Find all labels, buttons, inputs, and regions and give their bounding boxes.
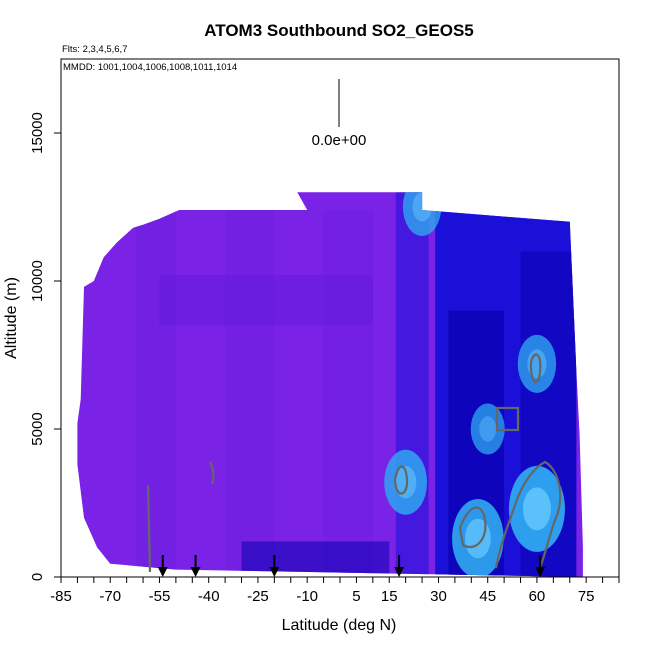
contour-line: [146, 484, 152, 573]
contour-line: [495, 406, 520, 432]
x-tick-label: 15: [381, 588, 398, 605]
y-tick-label: 10000: [29, 260, 46, 302]
enhanced-region: [517, 334, 557, 393]
curtain-band: [159, 275, 373, 326]
flight-arrowhead: [394, 567, 405, 577]
enhanced-region-core: [522, 487, 551, 531]
enhanced-region: [384, 449, 428, 515]
flight-arrowhead: [269, 567, 280, 577]
contour-line: [494, 460, 562, 569]
curtain-detail: [136, 192, 577, 577]
contour-line: [458, 506, 487, 548]
flight-arrows: [157, 555, 546, 577]
x-tick-label: -55: [149, 588, 171, 605]
flight-arrowhead: [157, 567, 168, 577]
enhanced-region-core: [464, 518, 491, 559]
y-axis: 0 5000 10000 15000: [29, 112, 61, 581]
y-tick-label: 15000: [29, 112, 46, 154]
x-tick-label: 45: [479, 588, 496, 605]
y-tick-label: 0: [29, 573, 46, 581]
x-tick-label: -25: [247, 588, 269, 605]
enhanced-region-core: [412, 192, 432, 222]
x-tick-label: 60: [529, 588, 546, 605]
heatmap-layer: [77, 192, 583, 577]
x-tick-label: 30: [430, 588, 447, 605]
scale-label: 0.0e+00: [312, 132, 367, 149]
flight-arrowhead: [535, 567, 546, 577]
x-tick-label: 75: [578, 588, 595, 605]
flights-note: Flts: 2,3,4,5,6,7: [62, 44, 127, 55]
curtain-band: [225, 209, 275, 577]
contour-line: [209, 461, 215, 485]
flight-arrowhead: [190, 567, 201, 577]
y-tick-label: 5000: [29, 412, 46, 445]
contour-line: [393, 465, 409, 495]
x-tick-label: -10: [296, 588, 318, 605]
x-axis: -85 -70 -55 -40 -25 -10 5 15 30 45 60 75: [50, 577, 620, 605]
enhanced-region-core: [479, 416, 497, 442]
y-axis-label: Altitude (m): [3, 277, 20, 359]
x-tick-label: -70: [99, 588, 121, 605]
dates-note: MMDD: 1001,1004,1006,1008,1011,1014: [63, 62, 237, 73]
x-tick-label: -40: [198, 588, 220, 605]
x-tick-label: -85: [50, 588, 72, 605]
contour-layer: [146, 353, 562, 573]
x-tick-label: 5: [352, 588, 360, 605]
curtain-band: [323, 209, 373, 577]
x-axis-label: Latitude (deg N): [282, 617, 397, 634]
curtain-band: [136, 209, 176, 577]
enhanced-region-core: [394, 466, 417, 499]
curtain-band: [395, 192, 429, 577]
chart-title: ATOM3 Southbound SO2_GEOS5: [204, 21, 474, 40]
curtain-band: [241, 541, 390, 577]
contour-line: [529, 353, 542, 384]
